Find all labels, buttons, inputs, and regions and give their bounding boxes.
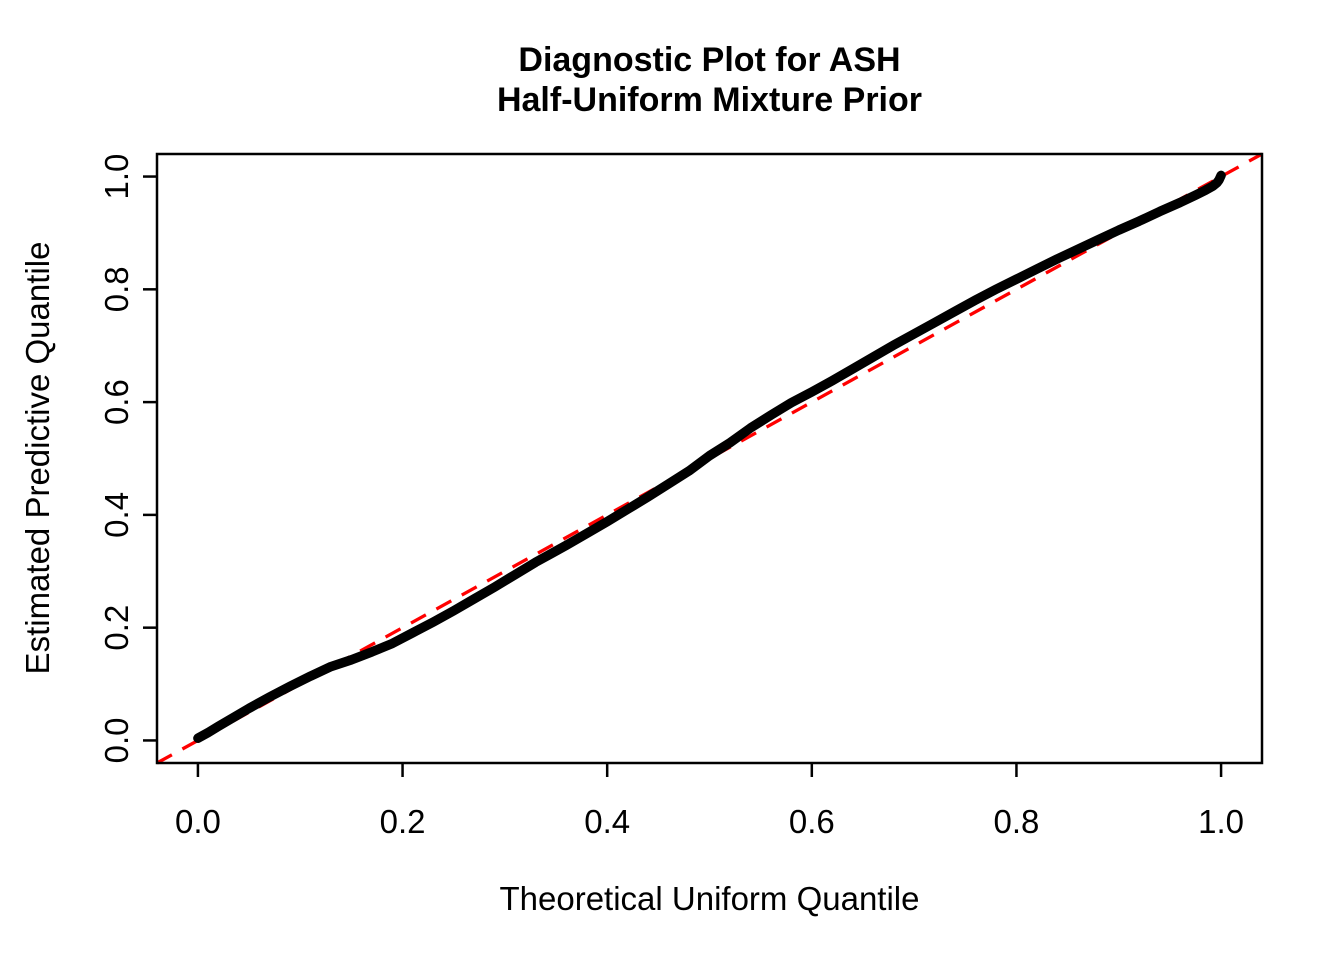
x-axis-tick-label: 0.6 (789, 803, 835, 840)
qq-curve (193, 170, 1226, 743)
y-axis-tick-label: 0.6 (98, 379, 135, 425)
y-axis-title: Estimated Predictive Quantile (19, 241, 56, 675)
y-axis-tick-label: 0.0 (98, 718, 135, 764)
y-axis-tick-label: 0.4 (98, 492, 135, 538)
y-axis-tick-label: 0.2 (98, 605, 135, 651)
x-axis-tick-label: 0.8 (994, 803, 1040, 840)
plot-title-line-1: Diagnostic Plot for ASH (518, 41, 901, 79)
x-axis-tick-label: 0.2 (380, 803, 426, 840)
x-axis-tick-label: 0.0 (175, 803, 221, 840)
plot-box (155, 152, 1264, 765)
y-axis-tick-label: 1.0 (98, 154, 135, 200)
y-axis-tick-label: 0.8 (98, 266, 135, 312)
plot-title-line-2: Half-Uniform Mixture Prior (496, 81, 923, 119)
x-axis-tick-label: 1.0 (1198, 803, 1244, 840)
x-axis-tick-label: 0.4 (584, 803, 630, 840)
plot-title: Diagnostic Plot for ASH Half-Uniform Mix… (157, 40, 1262, 120)
x-axis-title: Theoretical Uniform Quantile (499, 880, 920, 917)
